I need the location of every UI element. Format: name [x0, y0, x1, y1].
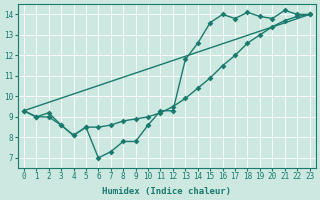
X-axis label: Humidex (Indice chaleur): Humidex (Indice chaleur) — [102, 187, 231, 196]
